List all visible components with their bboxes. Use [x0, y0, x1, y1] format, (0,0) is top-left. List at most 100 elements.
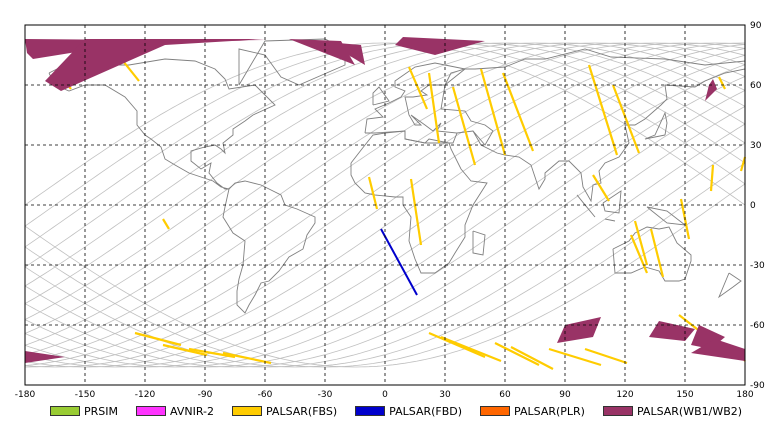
x-tick-label: 60 [499, 390, 511, 400]
legend-swatch [602, 406, 633, 416]
legend-swatch [480, 406, 511, 416]
fbs-swath [409, 178, 423, 246]
fbs-swath [407, 66, 429, 110]
map-border [24, 24, 746, 386]
coastline [604, 218, 616, 222]
fbs-swath [188, 347, 236, 359]
coastline [602, 190, 622, 214]
legend: PRSIM AVNIR-2 PALSAR(FBS) PALSAR(FBD) PA… [50, 403, 760, 419]
legend-label: AVNIR-2 [170, 404, 214, 418]
x-tick-labels: -180 -150 -120 -90 -60 -30 0 30 60 90 120 150 180 [15, 390, 754, 400]
x-tick-label: 90 [559, 390, 571, 400]
fbs-swath [428, 331, 486, 359]
legend-item-prsim: PRSIM [50, 405, 118, 418]
orbit-track [24, 123, 746, 368]
coastline [440, 48, 746, 203]
y-tick-label: 90 [750, 21, 762, 31]
legend-label: PALSAR(FBD) [389, 404, 463, 418]
fbs-swath [629, 234, 649, 274]
fbs-swath [548, 347, 602, 367]
y-tick-label: -90 [750, 381, 765, 391]
legend-label: PALSAR(FBS) [265, 404, 338, 418]
wb-swath [315, 41, 365, 65]
y-tick-label: -60 [750, 321, 765, 331]
x-tick-label: 0 [382, 390, 388, 400]
legend-item-palsar-plr: PALSAR(PLR) [480, 405, 585, 418]
fbs-swath [584, 347, 628, 365]
fbs-swath [718, 76, 726, 90]
coastline [372, 86, 390, 106]
fbs-swath [162, 218, 170, 230]
legend-label: PALSAR(PLR) [514, 404, 585, 418]
fbs-swath [587, 64, 619, 156]
x-tick-label: -180 [15, 390, 36, 400]
coastline [48, 58, 276, 190]
fbd-swath [380, 228, 418, 296]
legend-item-palsar-fbs: PALSAR(FBS) [231, 404, 338, 418]
coastline [222, 180, 316, 314]
x-tick-label: 30 [439, 390, 451, 400]
x-tick-label: -90 [198, 390, 213, 400]
fbs-swath [494, 342, 540, 366]
fbs-swath [451, 86, 477, 166]
legend-swatch [231, 406, 262, 416]
fbs-swath [739, 156, 747, 172]
fbs-swath [592, 174, 610, 202]
fbs-swath [633, 220, 649, 266]
x-tick-label: -60 [258, 390, 273, 400]
wb-swath [649, 321, 695, 341]
legend-swatch [136, 406, 166, 416]
wb-swath [25, 351, 65, 363]
orbit-track [24, 76, 746, 368]
fbs-swath [611, 84, 641, 154]
world-map: -180 -150 -120 -90 -60 -30 0 30 60 90 120 150 180 90… [15, 21, 765, 400]
wb-swath [45, 39, 265, 91]
coastlines [48, 38, 746, 314]
coastline [644, 111, 668, 140]
y-tick-label: 30 [750, 141, 762, 151]
grid-lines [25, 25, 745, 385]
fbs-swath [122, 60, 140, 82]
fbs-swath [709, 164, 715, 192]
legend-swatch [355, 406, 386, 416]
legend-label: PRSIM [84, 404, 118, 418]
y-tick-label: 60 [750, 81, 762, 91]
y-tick-label: 0 [750, 201, 756, 211]
wb-swath [705, 79, 717, 101]
coastline [350, 130, 488, 274]
fbs-swath [222, 351, 272, 365]
wb-swath [289, 39, 355, 65]
coastline [612, 226, 692, 282]
legend-item-avnir2: AVNIR-2 [136, 405, 214, 418]
x-tick-label: -30 [318, 390, 333, 400]
fbs-swath [479, 68, 507, 156]
x-tick-label: 150 [676, 390, 693, 400]
legend-item-palsar-fbd: PALSAR(FBD) [355, 405, 462, 418]
x-tick-label: 180 [736, 390, 753, 400]
coastline [646, 206, 687, 226]
fbs-swath [162, 343, 208, 357]
x-tick-label: -150 [75, 390, 96, 400]
fbs-swath [367, 176, 379, 210]
coastline [364, 62, 466, 144]
wb-swath [691, 339, 745, 361]
fbs-swath [440, 335, 502, 363]
coastline [576, 194, 596, 218]
fbs-swath [510, 346, 554, 370]
coastline [717, 272, 742, 299]
coastline [472, 230, 486, 256]
fbs-swath [649, 228, 665, 278]
fbs-swath [134, 331, 182, 347]
wb-swath [395, 37, 485, 55]
fbs-swath [501, 72, 535, 152]
legend-swatch [50, 406, 80, 416]
x-tick-label: -120 [135, 390, 156, 400]
x-tick-label: 120 [616, 390, 633, 400]
fbs-swath [427, 72, 441, 144]
y-tick-labels: 90 60 30 0 -30 -60 -90 [750, 21, 765, 391]
legend-label: PALSAR(WB1/WB2) [636, 404, 743, 418]
y-tick-label: -30 [750, 261, 765, 271]
wb-swath [557, 317, 601, 343]
legend-item-palsar-wb: PALSAR(WB1/WB2) [602, 404, 743, 418]
